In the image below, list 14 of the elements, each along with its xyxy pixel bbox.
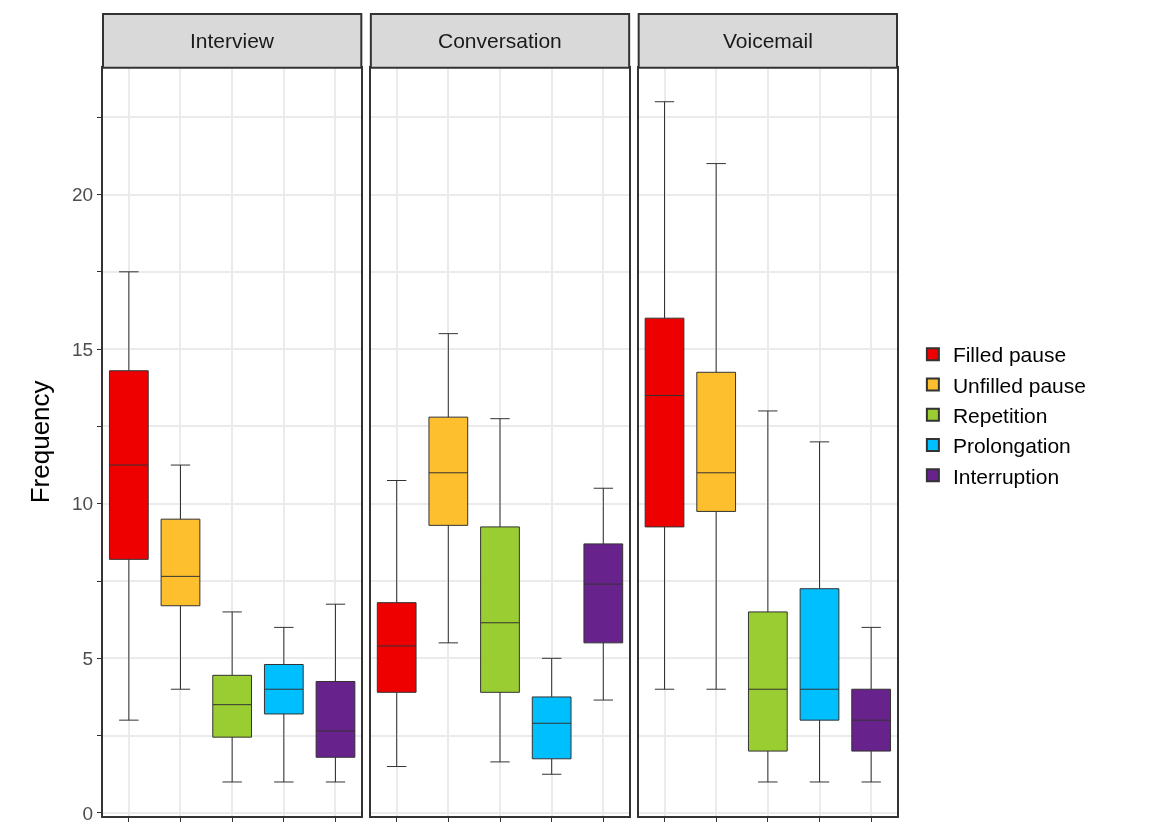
y-tick-label: 0 (82, 802, 94, 824)
x-tick-label: Interview (190, 29, 275, 52)
legend-label: Interruption (952, 464, 1060, 488)
y-tick-label: 5 (82, 647, 94, 669)
y-tick-label: 15 (72, 338, 94, 360)
legend-label: Repetition (952, 403, 1048, 427)
legend-label: Unfilled pause (952, 373, 1086, 397)
y-tick-label: 20 (72, 184, 94, 206)
x-tick-label: Conversation (438, 29, 562, 52)
y-axis-title: Frequency (24, 380, 55, 504)
legend-label: Prolongation (952, 434, 1071, 458)
legend-label: Filled pause (952, 343, 1067, 367)
x-tick-label: Voicemail (723, 29, 813, 52)
y-tick-label: 10 (72, 493, 94, 515)
